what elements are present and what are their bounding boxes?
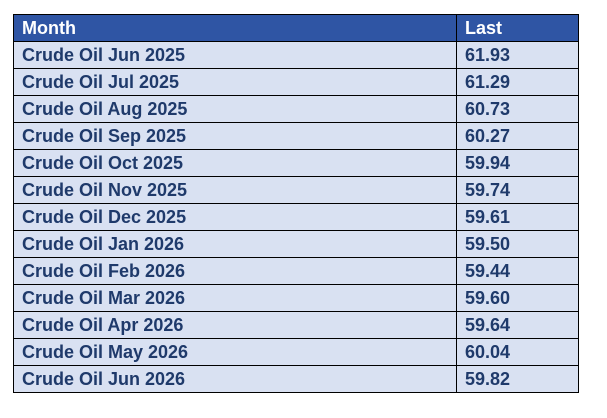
last-price-cell: 61.29	[456, 68, 579, 96]
month-cell: Crude Oil Jun 2026	[13, 365, 457, 393]
column-header-month: Month	[13, 14, 457, 42]
table-row: Crude Oil Oct 2025 59.94	[13, 149, 579, 177]
table-row: Crude Oil May 2026 60.04	[13, 338, 579, 366]
table-row: Crude Oil Jan 2026 59.50	[13, 230, 579, 258]
crude-oil-price-table: Month Last Crude Oil Jun 2025 61.93 Crud…	[13, 14, 579, 393]
column-header-last: Last	[456, 14, 579, 42]
last-price-cell: 59.74	[456, 176, 579, 204]
month-cell: Crude Oil May 2026	[13, 338, 457, 366]
table-row: Crude Oil Mar 2026 59.60	[13, 284, 579, 312]
month-cell: Crude Oil Feb 2026	[13, 257, 457, 285]
last-price-cell: 60.27	[456, 122, 579, 150]
last-price-cell: 59.94	[456, 149, 579, 177]
month-cell: Crude Oil Jan 2026	[13, 230, 457, 258]
table-header-row: Month Last	[13, 14, 579, 42]
month-cell: Crude Oil Oct 2025	[13, 149, 457, 177]
last-price-cell: 60.04	[456, 338, 579, 366]
table-row: Crude Oil Sep 2025 60.27	[13, 122, 579, 150]
table-row: Crude Oil Apr 2026 59.64	[13, 311, 579, 339]
month-cell: Crude Oil Aug 2025	[13, 95, 457, 123]
month-cell: Crude Oil Nov 2025	[13, 176, 457, 204]
month-cell: Crude Oil Jun 2025	[13, 41, 457, 69]
last-price-cell: 59.60	[456, 284, 579, 312]
table-row: Crude Oil Feb 2026 59.44	[13, 257, 579, 285]
last-price-cell: 59.61	[456, 203, 579, 231]
last-price-cell: 59.64	[456, 311, 579, 339]
table-row: Crude Oil Aug 2025 60.73	[13, 95, 579, 123]
last-price-cell: 59.82	[456, 365, 579, 393]
month-cell: Crude Oil Mar 2026	[13, 284, 457, 312]
table-row: Crude Oil Nov 2025 59.74	[13, 176, 579, 204]
table-row: Crude Oil Jul 2025 61.29	[13, 68, 579, 96]
last-price-cell: 60.73	[456, 95, 579, 123]
table-row: Crude Oil Jun 2026 59.82	[13, 365, 579, 393]
month-cell: Crude Oil Jul 2025	[13, 68, 457, 96]
last-price-cell: 61.93	[456, 41, 579, 69]
table-row: Crude Oil Jun 2025 61.93	[13, 41, 579, 69]
last-price-cell: 59.50	[456, 230, 579, 258]
month-cell: Crude Oil Dec 2025	[13, 203, 457, 231]
table-row: Crude Oil Dec 2025 59.61	[13, 203, 579, 231]
last-price-cell: 59.44	[456, 257, 579, 285]
month-cell: Crude Oil Apr 2026	[13, 311, 457, 339]
month-cell: Crude Oil Sep 2025	[13, 122, 457, 150]
